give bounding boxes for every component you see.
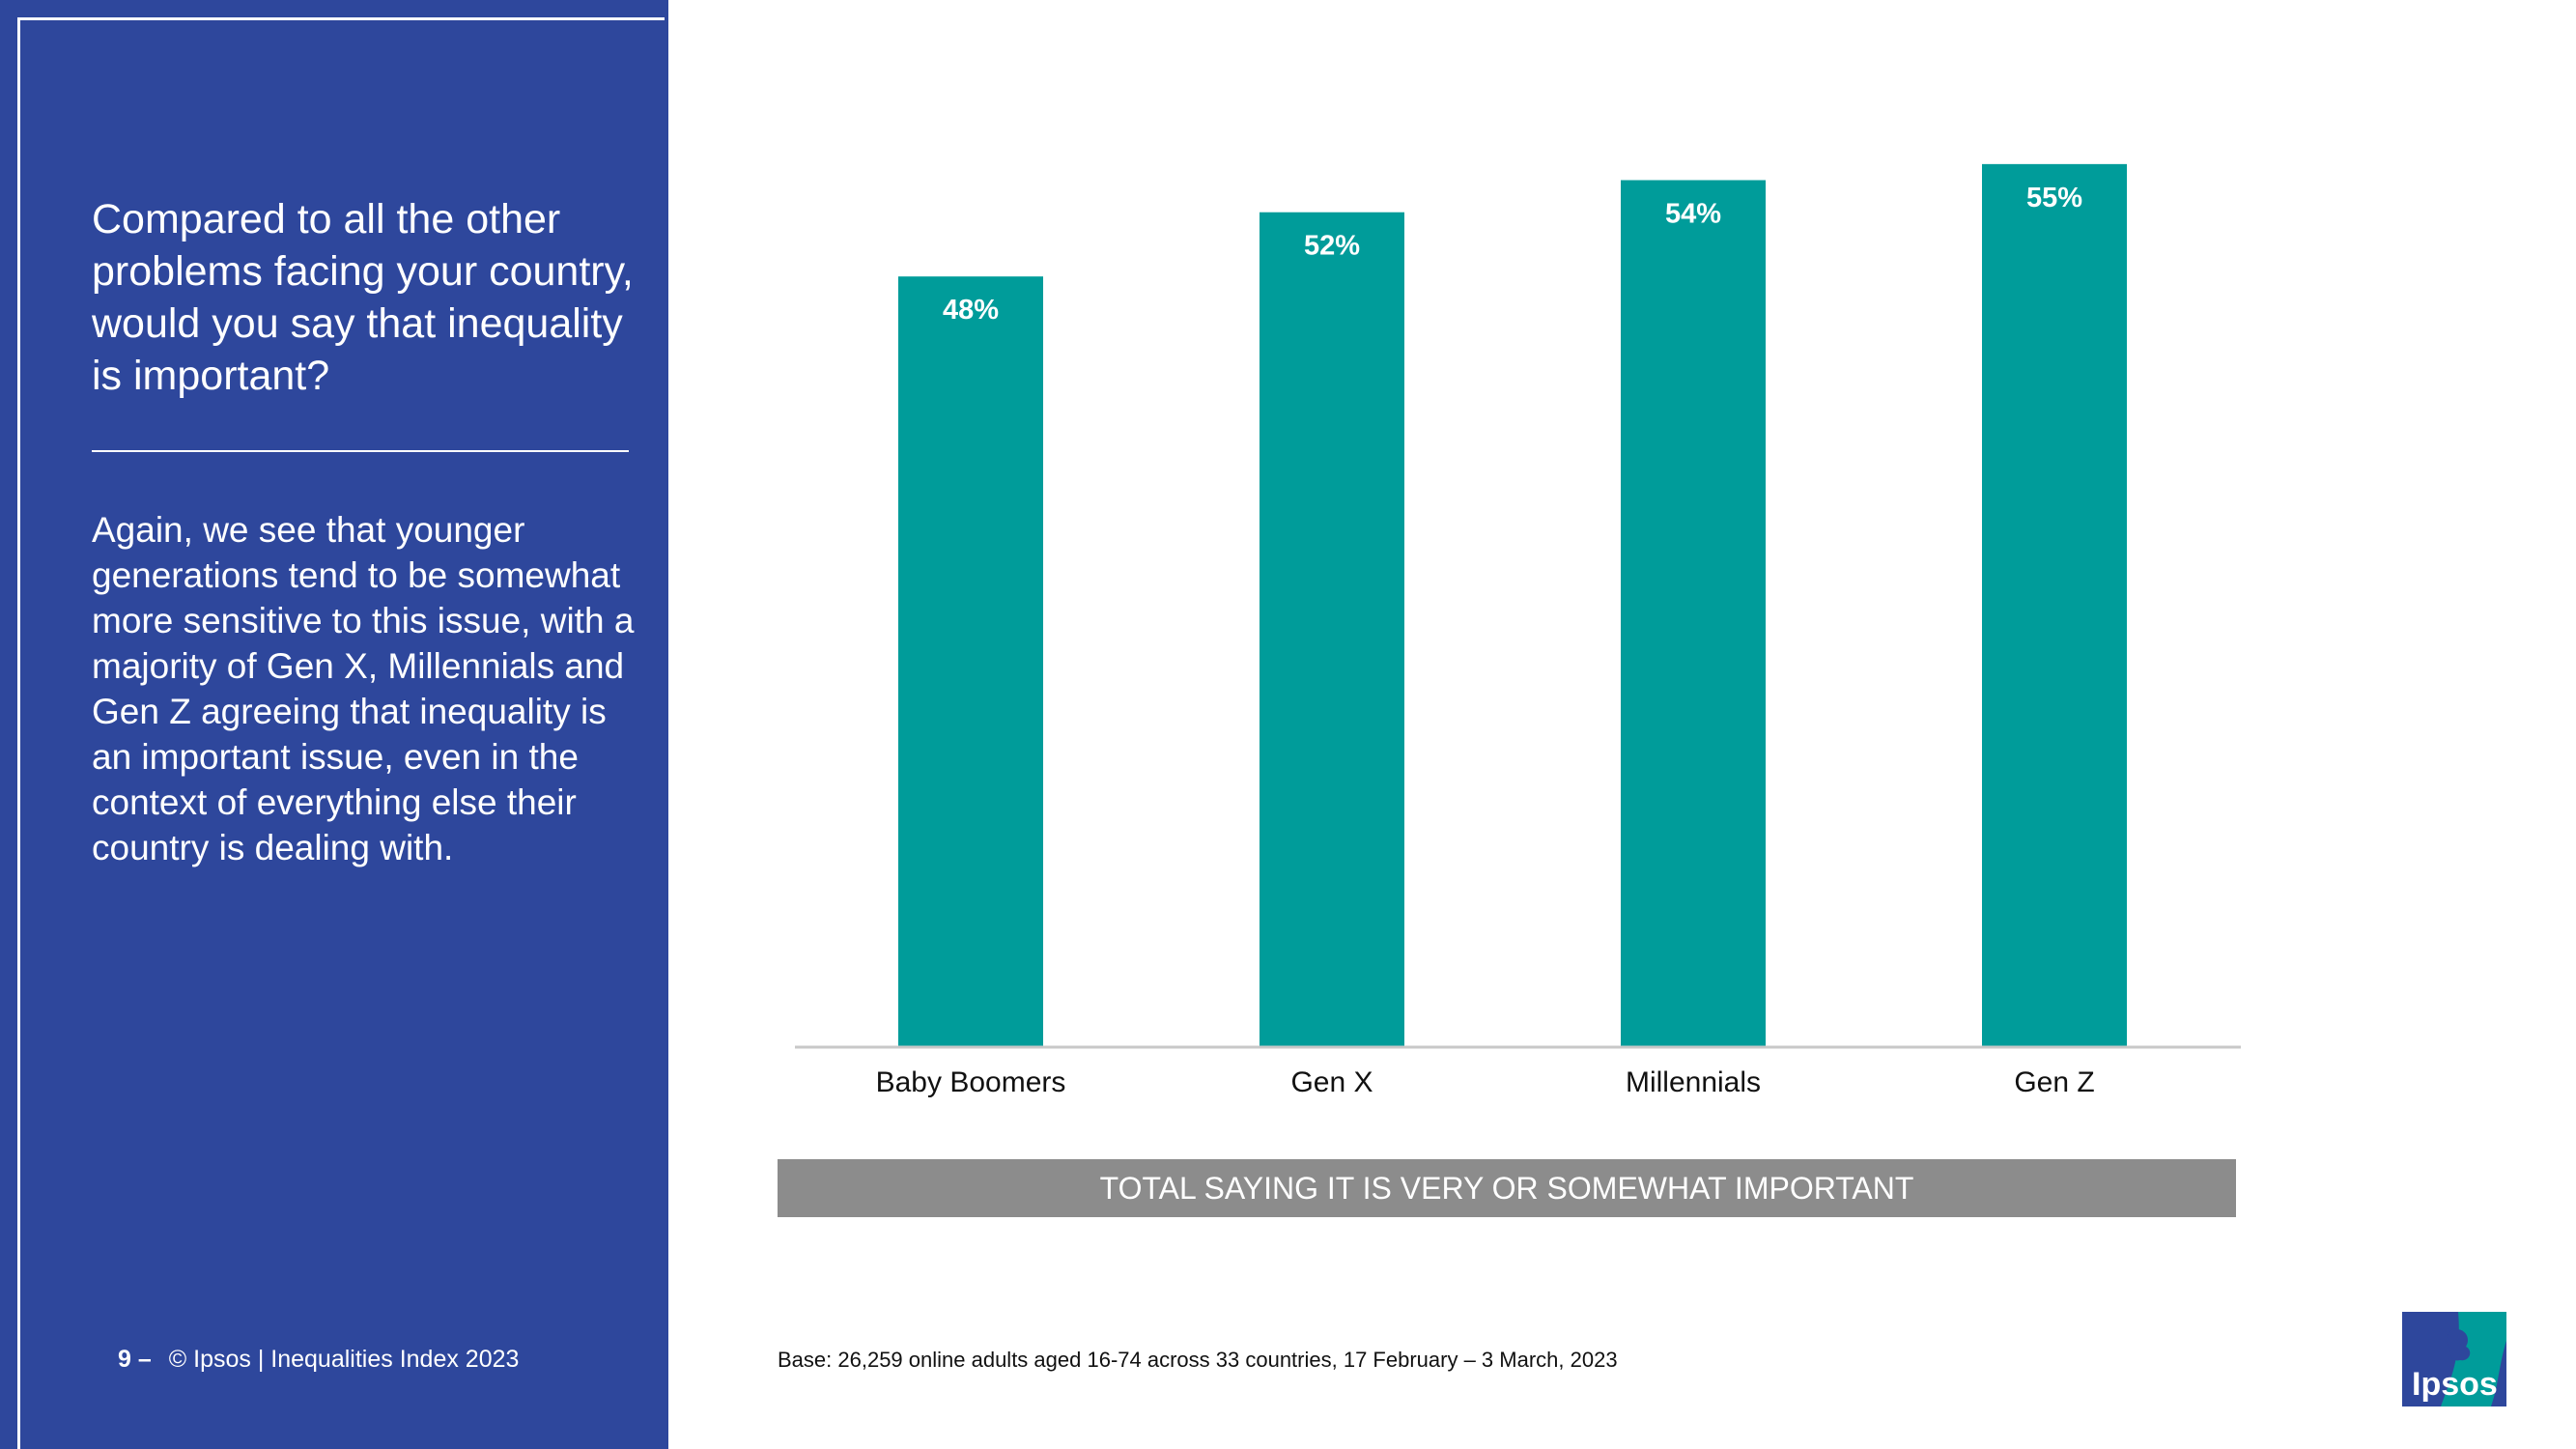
- bar-baby-boomers: [898, 276, 1043, 1047]
- bar-gen-x: [1260, 212, 1404, 1048]
- page-number: 9 –: [118, 1346, 152, 1373]
- chart-caption: TOTAL SAYING IT IS VERY OR SOMEWHAT IMPO…: [778, 1159, 2236, 1217]
- base-note: Base: 26,259 online adults aged 16-74 ac…: [778, 1348, 1618, 1372]
- category-label: Millennials: [1626, 1066, 1761, 1098]
- category-label: Gen X: [1290, 1066, 1373, 1098]
- value-label: 54%: [1665, 198, 1721, 229]
- category-label: Baby Boomers: [876, 1066, 1066, 1098]
- value-label: 55%: [2026, 183, 2082, 213]
- category-label: Gen Z: [2014, 1066, 2094, 1098]
- bar-millennials: [1621, 180, 1766, 1047]
- value-label: 52%: [1304, 231, 1360, 262]
- left-panel: Compared to all the other problems facin…: [0, 0, 668, 1449]
- question-text: Compared to all the other problems facin…: [92, 196, 634, 399]
- divider: [92, 450, 629, 452]
- insight-text: Again, we see that younger generations t…: [92, 510, 635, 867]
- ipsos-logo-icon: Ipsos: [2402, 1312, 2506, 1406]
- ipsos-logo: Ipsos: [2402, 1312, 2506, 1406]
- footer-copyright: © Ipsos | Inequalities Index 2023: [168, 1346, 520, 1373]
- slide-footer: 9 – © Ipsos | Inequalities Index 2023: [118, 1345, 519, 1374]
- panel-frame: [17, 17, 665, 1449]
- bar-gen-z: [1982, 163, 2127, 1048]
- bars-group: 48% Baby Boomers 52% Gen X 54% Millennials 55%…: [876, 163, 2127, 1098]
- value-label: 48%: [943, 295, 999, 326]
- logo-text: Ipsos: [2412, 1366, 2498, 1403]
